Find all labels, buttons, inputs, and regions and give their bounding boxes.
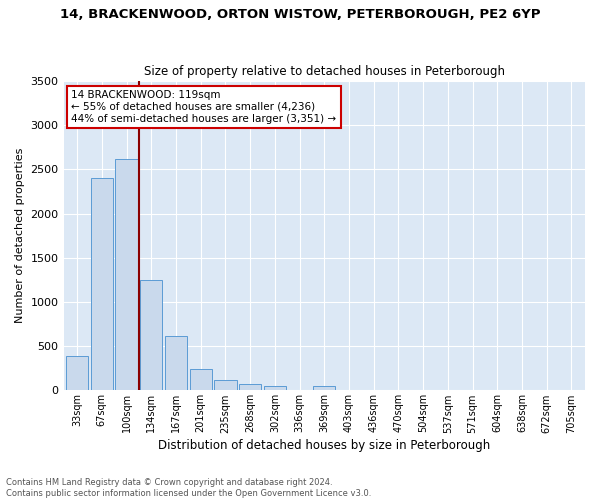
Title: Size of property relative to detached houses in Peterborough: Size of property relative to detached ho…: [144, 66, 505, 78]
Y-axis label: Number of detached properties: Number of detached properties: [15, 148, 25, 324]
Text: 14, BRACKENWOOD, ORTON WISTOW, PETERBOROUGH, PE2 6YP: 14, BRACKENWOOD, ORTON WISTOW, PETERBORO…: [60, 8, 540, 20]
Text: Contains HM Land Registry data © Crown copyright and database right 2024.
Contai: Contains HM Land Registry data © Crown c…: [6, 478, 371, 498]
Bar: [140, 280, 163, 390]
Bar: [264, 386, 286, 390]
Bar: [165, 336, 187, 390]
Bar: [115, 159, 137, 390]
Text: 14 BRACKENWOOD: 119sqm
← 55% of detached houses are smaller (4,236)
44% of semi-: 14 BRACKENWOOD: 119sqm ← 55% of detached…: [71, 90, 337, 124]
Bar: [91, 178, 113, 390]
X-axis label: Distribution of detached houses by size in Peterborough: Distribution of detached houses by size …: [158, 440, 490, 452]
Bar: [313, 386, 335, 390]
Bar: [214, 380, 236, 390]
Bar: [239, 384, 261, 390]
Bar: [66, 356, 88, 390]
Bar: [190, 369, 212, 390]
